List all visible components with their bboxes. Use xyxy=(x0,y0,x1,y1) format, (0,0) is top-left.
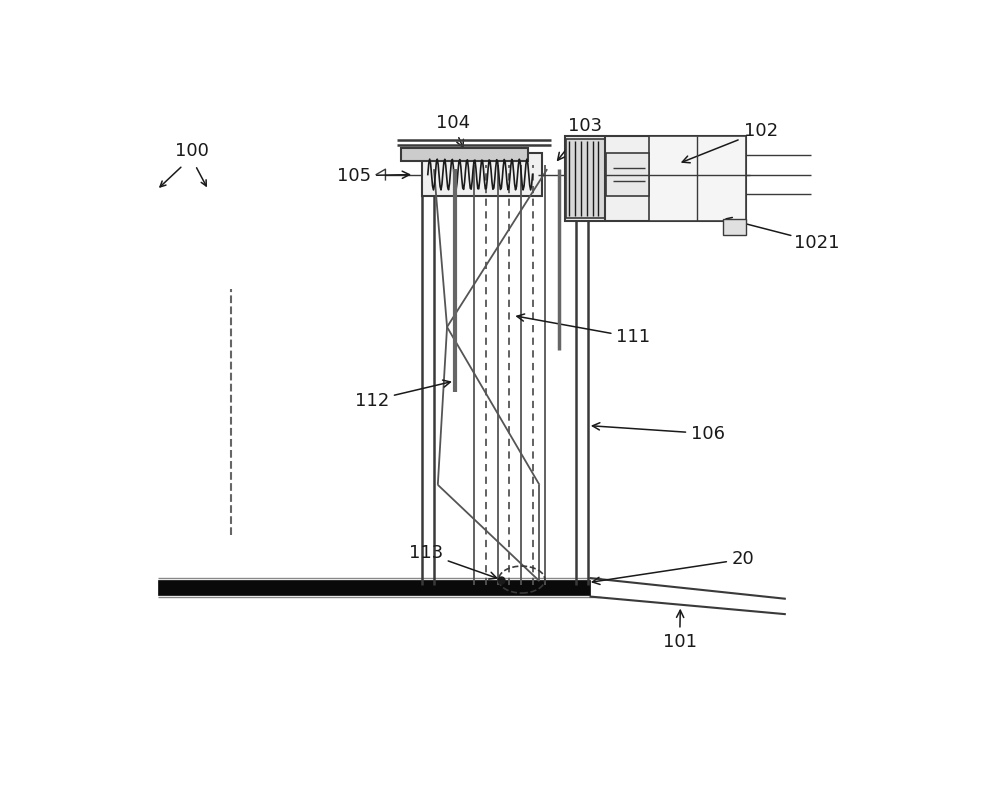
Text: 105: 105 xyxy=(337,166,409,185)
Bar xyxy=(565,136,746,221)
Text: 111: 111 xyxy=(517,314,651,346)
Text: 1021: 1021 xyxy=(794,234,839,253)
Text: 100: 100 xyxy=(175,142,209,160)
Text: 101: 101 xyxy=(663,610,697,650)
Text: 102: 102 xyxy=(682,122,778,162)
Bar xyxy=(158,579,590,595)
Text: 104: 104 xyxy=(436,114,470,147)
Text: 103: 103 xyxy=(558,117,602,160)
Bar xyxy=(649,136,746,221)
Bar xyxy=(566,139,605,218)
Text: 112: 112 xyxy=(355,380,450,410)
Bar xyxy=(723,219,746,234)
Text: 113: 113 xyxy=(409,544,497,579)
Text: 106: 106 xyxy=(592,422,725,442)
Bar xyxy=(401,147,528,162)
Bar xyxy=(422,153,542,196)
Bar xyxy=(606,153,649,196)
Text: 20: 20 xyxy=(592,550,755,585)
